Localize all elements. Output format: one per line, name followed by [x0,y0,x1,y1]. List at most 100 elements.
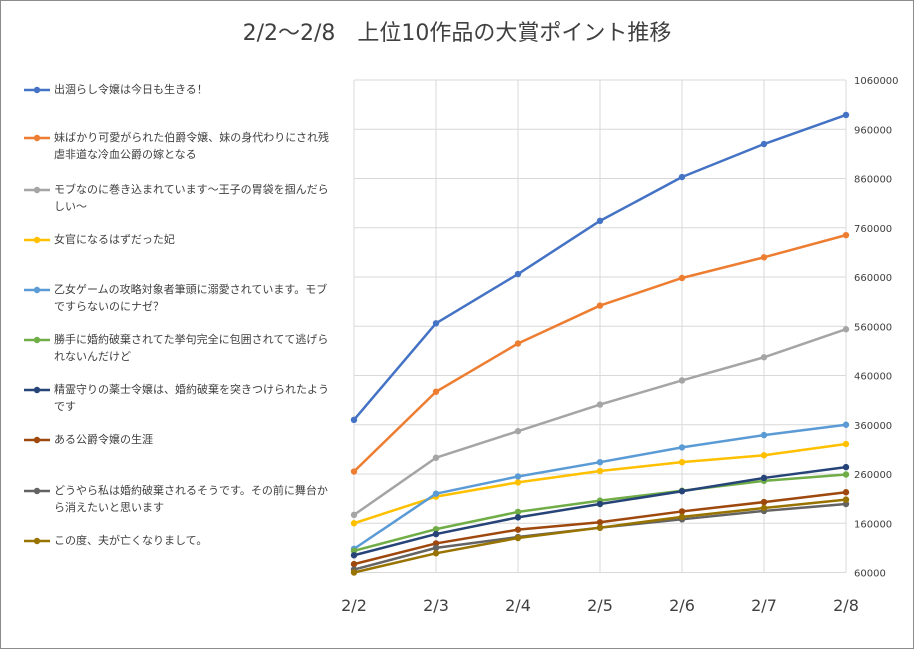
x-tick-label: 2/6 [669,596,695,615]
legend-label: 妹ばかり可愛がられた伯爵令嬢、妹の身代わりにされ残虐非道な冷血公爵の嫁となる [54,131,329,161]
data-point [596,401,604,408]
data-point [350,552,358,559]
y-tick-label: 260000 [854,470,892,481]
data-point [432,525,440,533]
data-point [760,504,768,512]
legend-label: モブなのに巻き込まれています〜王子の胃袋を掴んだらしい〜 [54,183,329,213]
data-point [432,530,440,538]
legend-item: 女官になるはずだった妃 [23,231,333,248]
data-point [350,416,358,424]
data-point [596,302,604,309]
y-tick-label: 660000 [854,273,892,284]
legend-marker-icon [24,186,50,194]
legend-label: 勝手に婚約破棄されてた挙句完全に包囲されてて逃げられないんだけど [54,333,329,363]
x-tick-label: 2/7 [751,596,777,615]
legend-marker-icon [24,436,50,444]
legend-item: 乙女ゲームの攻略対象者筆頭に溺愛されています。モブですらないのにナゼ？ [23,281,333,315]
legend-item: どうやら私は婚約破棄されるそうです。その前に舞台から消えたいと思います [23,482,333,516]
data-point [514,508,522,516]
data-point [514,514,522,521]
data-point [432,490,440,497]
data-point [514,479,522,486]
data-point [760,254,768,261]
data-point [760,474,768,482]
data-point [514,526,522,533]
legend-item: モブなのに巻き込まれています〜王子の胃袋を掴んだらしい〜 [23,181,333,215]
data-point [842,111,850,119]
data-point [514,270,522,278]
x-tick-label: 2/8 [833,596,859,615]
data-point [760,354,768,361]
y-tick-label: 960000 [854,125,892,136]
data-point [842,421,850,428]
legend-marker-icon [24,286,50,294]
data-point [760,140,768,148]
data-point [514,473,522,480]
x-tick-label: 2/3 [423,596,449,615]
legend-marker-icon [24,336,50,344]
legend-marker-icon [24,386,50,394]
data-point [842,326,850,333]
data-point [760,431,768,439]
legend-label: 女官になるはずだった妃 [54,233,175,246]
y-tick-label: 60000 [854,569,886,580]
data-point [350,547,358,555]
legend-marker-icon [24,537,50,545]
data-point [514,427,522,435]
data-point [432,388,440,395]
chart-title: 2/2〜2/8 上位10作品の大賞ポイント推移 [242,21,672,46]
legend-marker-icon [24,487,50,495]
legend-item: この度、夫が亡くなりまして。 [23,532,333,549]
y-tick-label: 760000 [854,224,892,235]
data-point [514,340,522,347]
y-tick-label: 360000 [854,421,892,432]
legend-item: 妹ばかり可愛がられた伯爵令嬢、妹の身代わりにされ残虐非道な冷血公爵の嫁となる [23,129,333,163]
data-point [760,498,768,506]
data-point [350,560,358,568]
legend-item: 精霊守りの薬士令嬢は、婚約破棄を突きつけられたようです [23,381,333,415]
data-point [842,471,850,478]
legend-marker-icon [24,236,50,244]
legend-marker-icon [24,86,50,94]
data-point [350,511,358,519]
legend-label: この度、夫が亡くなりまして。 [54,534,208,547]
data-point [432,540,440,547]
x-tick-label: 2/4 [505,596,531,615]
y-tick-label: 160000 [854,519,892,530]
legend-label: どうやら私は婚約破棄されるそうです。その前に舞台から消えたいと思います [54,484,328,514]
data-point [760,452,768,459]
data-point [596,217,604,225]
legend-item: 勝手に婚約破棄されてた挙句完全に包囲されてて逃げられないんだけど [23,331,333,365]
data-point [678,274,686,282]
y-tick-label: 560000 [854,322,892,333]
data-point [596,458,604,466]
data-point [596,524,604,531]
legend-label: 乙女ゲームの攻略対象者筆頭に溺愛されています。モブですらないのにナゼ？ [54,283,328,313]
data-point [678,513,686,521]
data-point [596,519,604,526]
data-point [596,500,604,508]
x-tick-label: 2/2 [341,596,367,615]
data-point [678,444,686,451]
legend-label: ある公爵令嬢の生涯 [54,433,153,446]
data-point [842,489,850,496]
legend-label: 出涸らし令嬢は今日も生きる！ [54,83,208,96]
data-point [678,377,686,384]
data-point [596,467,604,475]
data-point [514,534,522,542]
y-tick-label: 860000 [854,175,892,186]
data-point [350,569,358,576]
data-point [432,544,440,552]
legend-item: 出涸らし令嬢は今日も生きる！ [23,81,333,98]
data-point [678,508,686,515]
data-point [842,496,850,503]
data-point [432,320,440,327]
data-point [842,500,850,508]
data-point [678,173,686,181]
data-point [678,488,686,495]
legend-label: 精霊守りの薬士令嬢は、婚約破棄を突きつけられたようです [54,383,329,413]
data-point [350,468,358,475]
y-tick-label: 460000 [854,372,892,383]
